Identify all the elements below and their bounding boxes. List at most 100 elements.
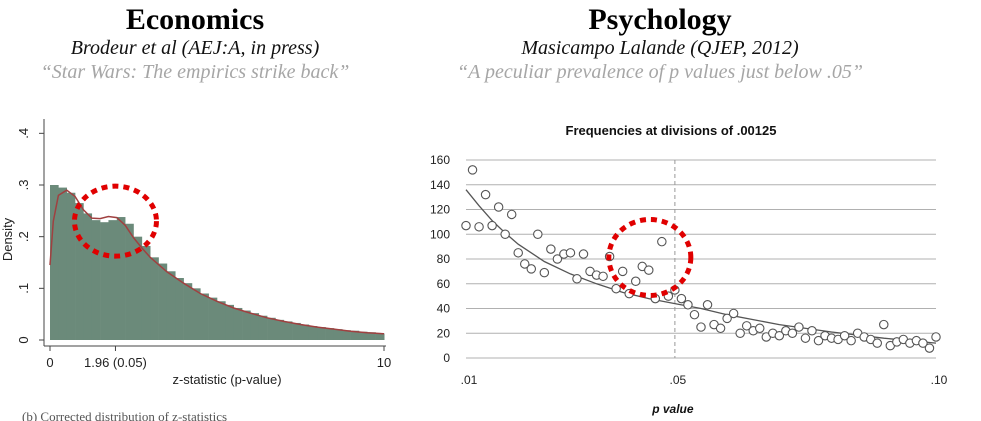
economics-header: Economics Brodeur et al (AEJ:A, in press… [0, 4, 390, 84]
data-point [676, 293, 687, 304]
right-y-tick-label-2: 40 [437, 302, 451, 316]
data-point [794, 322, 804, 332]
histogram-bar [317, 327, 326, 340]
data-point [480, 189, 491, 200]
histogram-bar [225, 304, 234, 340]
left-x-tick-label-1: 1.96 (0.05) [84, 355, 147, 370]
data-point [506, 209, 517, 220]
data-point [578, 249, 589, 259]
right-y-tick-label-4: 80 [437, 252, 451, 266]
left-y-ticks: 0 .1 .2 .3 .4 [16, 128, 44, 344]
histogram-bar [125, 223, 134, 340]
data-point [728, 308, 739, 319]
data-point [572, 274, 582, 284]
left-x-ticks: 0 1.96 (0.05) 10 [46, 346, 391, 370]
histogram-bar [333, 329, 343, 340]
right-y-ticks: 0 20 40 60 80 100 120 140 160 [430, 153, 450, 365]
data-point [800, 333, 811, 343]
data-point [787, 328, 798, 338]
histogram-bar [133, 236, 143, 340]
histogram-bar [208, 297, 218, 340]
histogram-bar [384, 333, 385, 340]
data-point [689, 309, 700, 320]
right-x-tick-label-2: .10 [931, 373, 948, 387]
right-x-tick-label-0: .01 [461, 373, 478, 387]
histogram-bar [141, 245, 151, 340]
right-y-tick-label-6: 120 [430, 203, 450, 217]
right-x-tick-label-1: .05 [670, 373, 687, 387]
data-point [493, 202, 504, 212]
data-point [774, 330, 785, 341]
data-point [513, 248, 523, 258]
left-x-tick-label-2: 10 [377, 355, 391, 370]
left-histogram [50, 185, 385, 340]
histogram-bar [367, 332, 376, 340]
data-point [924, 343, 935, 353]
left-y-axis-label: Density [0, 217, 15, 261]
histogram-bar [175, 278, 184, 340]
histogram-bar [275, 319, 285, 340]
right-y-tick-label-7: 140 [430, 178, 450, 192]
histogram-bar [191, 288, 201, 340]
data-point [918, 338, 928, 348]
data-point [754, 323, 765, 334]
histogram-bar [58, 187, 67, 340]
data-point [539, 267, 550, 278]
histogram-bar [75, 203, 84, 340]
histogram-bar [217, 301, 226, 340]
histogram-bar [250, 313, 260, 340]
data-point [546, 244, 556, 254]
data-point [931, 332, 941, 342]
right-fitted-curve [465, 189, 937, 344]
left-y-tick-label-1: .1 [16, 283, 31, 294]
right-x-ticks: .01 .05 .10 [461, 373, 948, 387]
data-point [630, 276, 641, 287]
data-point [552, 254, 563, 264]
histogram-bar [150, 257, 159, 340]
psychology-citation: Masicampo Lalande (QJEP, 2012) [521, 37, 799, 59]
data-point [696, 322, 706, 332]
data-point [519, 259, 530, 269]
data-point [807, 326, 817, 336]
economics-quote: “Star Wars: The empirics strike back” [40, 61, 350, 83]
data-point [617, 266, 628, 277]
histogram-bar [50, 185, 59, 340]
economics-title: Economics [125, 3, 265, 36]
histogram-bar [325, 328, 335, 340]
histogram-bar [83, 213, 93, 340]
right-y-tick-label-5: 100 [430, 227, 450, 241]
histogram-bar [292, 322, 301, 340]
economics-citation: Brodeur et al (AEJ:A, in press) [70, 37, 320, 59]
data-point [879, 319, 889, 330]
data-point [487, 220, 497, 231]
left-y-tick-label-3: .3 [16, 180, 31, 191]
right-chart-title: Frequencies at divisions of .00125 [566, 123, 777, 138]
histogram-bar [108, 220, 118, 340]
histogram-bar [100, 222, 109, 340]
histogram-bar [116, 217, 126, 340]
data-point [611, 283, 621, 294]
right-highlight-circle [606, 216, 694, 298]
data-point [813, 335, 824, 346]
histogram-bar [258, 315, 268, 340]
left-x-tick-label-0: 0 [46, 355, 53, 370]
histogram-bar [158, 263, 168, 340]
data-point [474, 222, 484, 232]
data-point [715, 323, 726, 334]
histogram-bar [375, 333, 385, 340]
data-point [846, 335, 856, 346]
data-point [722, 313, 732, 324]
psychology-header: Psychology Masicampo Lalande (QJEP, 2012… [440, 4, 880, 84]
data-point [735, 328, 745, 338]
right-y-tick-label-8: 160 [430, 153, 450, 167]
data-point [461, 220, 471, 231]
data-point [839, 330, 850, 341]
data-point [467, 165, 478, 175]
data-point [644, 265, 654, 275]
left-highlight-circle [71, 183, 159, 259]
histogram-bar [300, 324, 310, 340]
data-point [702, 300, 713, 310]
histogram-bar [342, 330, 351, 340]
psychology-scatter-chart: Frequencies at divisions of .00125 0 20 40… [430, 123, 948, 416]
